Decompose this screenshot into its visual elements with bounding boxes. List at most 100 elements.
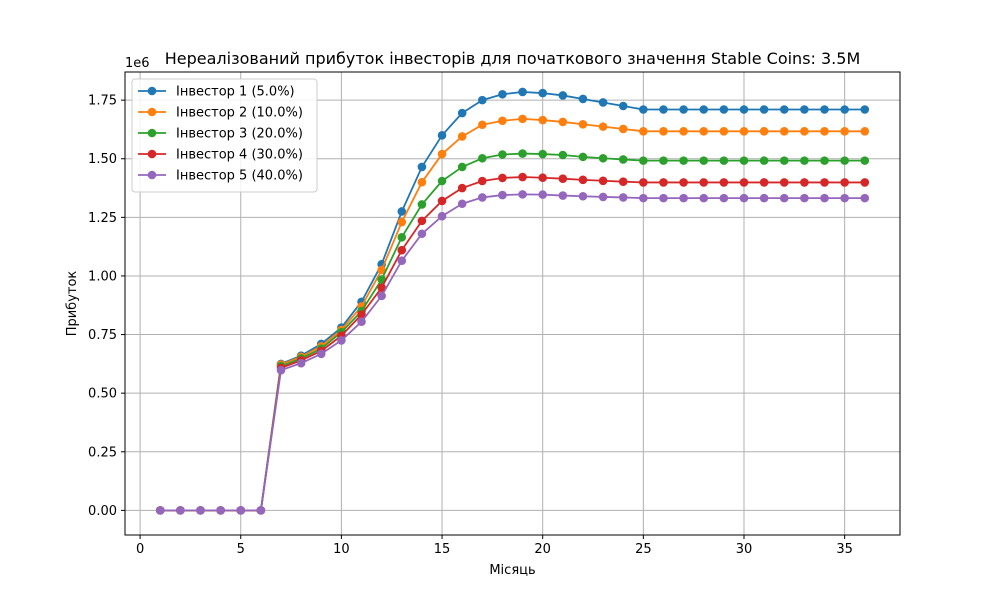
data-point: [779, 178, 789, 187]
data-point: [518, 149, 527, 158]
data-point: [840, 156, 849, 165]
data-point: [417, 229, 427, 239]
data-point: [558, 91, 568, 100]
data-point: [478, 176, 487, 186]
data-point: [578, 94, 588, 104]
data-point: [679, 105, 688, 114]
data-point: [719, 193, 729, 203]
series-5-40-0: [155, 190, 870, 515]
y-offset-label: 1e6: [125, 56, 150, 71]
y-tick-label: 1.50: [88, 152, 117, 167]
data-point: [417, 216, 427, 226]
legend-label: Інвестор 5 (40.0%): [176, 169, 303, 184]
legend-item: Інвестор 5 (40.0%): [138, 169, 303, 184]
data-point: [759, 156, 769, 165]
data-point: [699, 156, 709, 165]
data-point: [598, 153, 608, 163]
data-point: [377, 291, 386, 301]
data-point: [558, 191, 568, 200]
data-point: [578, 152, 588, 162]
legend-swatch-marker: [147, 128, 157, 138]
data-point: [437, 149, 447, 159]
data-point: [457, 162, 467, 172]
data-point: [840, 193, 849, 203]
x-tick-label: 0: [136, 542, 144, 557]
data-point: [518, 87, 527, 97]
data-point: [639, 127, 648, 136]
data-point: [155, 506, 165, 515]
legend-item: Інвестор 3 (20.0%): [138, 127, 303, 142]
data-point: [216, 506, 225, 515]
data-point: [518, 172, 527, 182]
data-point: [820, 127, 829, 136]
data-point: [498, 150, 507, 159]
data-point: [639, 105, 648, 114]
data-point: [377, 265, 386, 275]
y-tick-label: 1.75: [88, 94, 117, 109]
data-point: [498, 89, 507, 99]
data-point: [800, 178, 809, 187]
data-point: [598, 192, 608, 202]
data-point: [598, 98, 608, 107]
data-point: [639, 156, 648, 165]
data-point: [176, 506, 185, 515]
data-point: [659, 127, 668, 136]
data-point: [397, 245, 407, 255]
y-tick-label: 1.25: [88, 211, 117, 226]
data-point: [578, 119, 588, 129]
x-tick-label: 30: [736, 542, 753, 557]
x-tick-label: 10: [333, 542, 350, 557]
data-point: [337, 336, 346, 345]
data-point: [759, 193, 769, 203]
legend-item: Інвестор 2 (10.0%): [138, 106, 303, 121]
legend: Інвестор 1 (5.0%) Інвестор 2 (10.0%) Інвес…: [131, 78, 318, 193]
data-point: [457, 132, 467, 141]
data-point: [498, 190, 507, 200]
data-point: [739, 156, 749, 165]
data-point: [538, 173, 547, 183]
data-point: [397, 207, 407, 216]
legend-label: Інвестор 4 (30.0%): [176, 148, 303, 163]
legend-box: [131, 78, 318, 193]
x-tick-label: 25: [635, 542, 652, 557]
data-point: [538, 88, 547, 98]
data-point: [800, 127, 809, 136]
data-point: [820, 105, 829, 114]
data-point: [457, 199, 467, 209]
data-point: [739, 105, 749, 114]
data-point: [417, 177, 427, 187]
data-point: [558, 174, 568, 183]
data-point: [699, 193, 709, 203]
data-point: [860, 127, 870, 136]
data-point: [618, 124, 628, 134]
data-point: [417, 200, 427, 209]
legend-item: Інвестор 1 (5.0%): [138, 85, 295, 100]
data-point: [820, 193, 829, 203]
data-point: [739, 193, 749, 203]
data-point: [860, 156, 870, 165]
data-point: [437, 196, 447, 206]
data-point: [478, 193, 487, 202]
data-point: [719, 178, 729, 187]
data-point: [377, 275, 386, 284]
data-point: [538, 149, 547, 159]
x-tick-label: 20: [534, 542, 551, 557]
plot-frame: [124, 71, 901, 536]
legend-swatch-marker: [147, 107, 157, 117]
data-point: [236, 506, 246, 515]
data-point: [699, 178, 709, 187]
data-point: [578, 175, 588, 185]
data-point: [296, 358, 306, 368]
data-point: [518, 114, 527, 124]
data-point: [538, 190, 547, 199]
data-point: [800, 105, 809, 114]
legend-item: Інвестор 4 (30.0%): [138, 148, 303, 163]
data-point: [659, 178, 668, 187]
data-point: [739, 178, 749, 187]
data-point: [478, 153, 487, 163]
y-tick-label: 0.50: [88, 387, 117, 402]
data-point: [719, 105, 729, 114]
legend-swatch-marker: [147, 149, 157, 159]
data-point: [518, 190, 527, 199]
